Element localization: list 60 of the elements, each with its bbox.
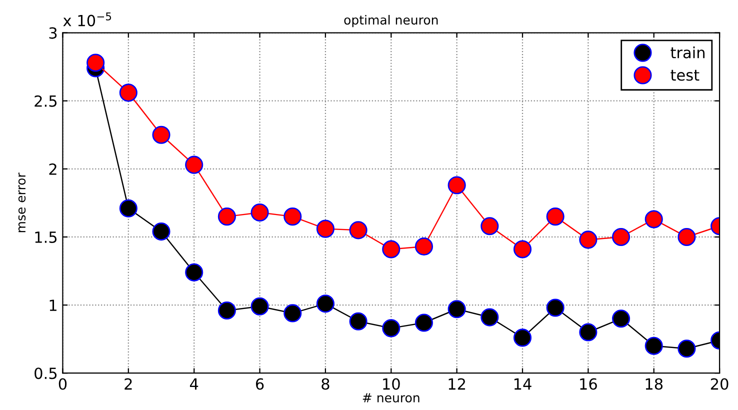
point <box>414 237 434 256</box>
point <box>250 297 269 316</box>
point <box>546 208 564 226</box>
y-axis-title: mse error <box>18 172 26 232</box>
point <box>644 210 663 228</box>
x-tick-label: 4 <box>190 378 198 390</box>
point <box>513 328 532 347</box>
x-tick-label: 16 <box>580 378 597 390</box>
point <box>185 263 204 282</box>
x-tick-label: 2 <box>124 378 132 390</box>
point <box>513 240 532 258</box>
x-tick-label: 12 <box>448 378 466 390</box>
point <box>448 300 466 318</box>
point <box>152 222 170 241</box>
point <box>382 240 400 258</box>
point <box>349 221 368 240</box>
point <box>349 312 368 330</box>
point <box>678 340 696 358</box>
point <box>86 54 105 72</box>
point <box>448 176 466 194</box>
y-tick-label: 1 <box>50 300 56 311</box>
point <box>546 298 564 317</box>
x-tick-label: 14 <box>514 378 532 390</box>
point <box>612 310 630 328</box>
point <box>414 314 434 332</box>
y-tick-label: 0.5 <box>34 368 57 380</box>
legend-label: train <box>670 46 705 58</box>
point <box>250 203 269 222</box>
legend-label: test <box>670 70 700 81</box>
point <box>579 323 598 342</box>
point <box>119 84 138 102</box>
point <box>480 217 499 236</box>
point <box>612 228 630 246</box>
text: x 10$^{−5}$ <box>63 12 112 26</box>
point <box>678 228 696 246</box>
x-tick-label: 8 <box>322 378 330 390</box>
point <box>119 199 138 218</box>
point <box>185 156 204 174</box>
point <box>284 304 302 322</box>
y-tick-label: 2 <box>49 163 56 175</box>
x-tick-label: 20 <box>710 378 728 390</box>
chart-title: optimal neuron <box>344 14 438 28</box>
point <box>382 319 400 338</box>
point <box>579 230 598 249</box>
point <box>480 308 499 326</box>
point <box>218 208 236 226</box>
x-tick-label: 10 <box>383 378 400 390</box>
y-tick-label: 3 <box>49 27 57 39</box>
point <box>316 294 334 313</box>
y-tick-label: 1.5 <box>35 232 57 243</box>
x-axis-title: # neuron <box>362 393 420 402</box>
point <box>284 208 302 226</box>
point <box>316 220 334 238</box>
point <box>218 301 236 320</box>
x-tick-label: 6 <box>256 378 264 390</box>
x-tick-label: 0 <box>58 378 67 390</box>
point <box>152 126 170 144</box>
point <box>644 336 663 355</box>
x-tick-label: 18 <box>646 378 663 390</box>
y-tick-label: 2.5 <box>34 95 57 107</box>
